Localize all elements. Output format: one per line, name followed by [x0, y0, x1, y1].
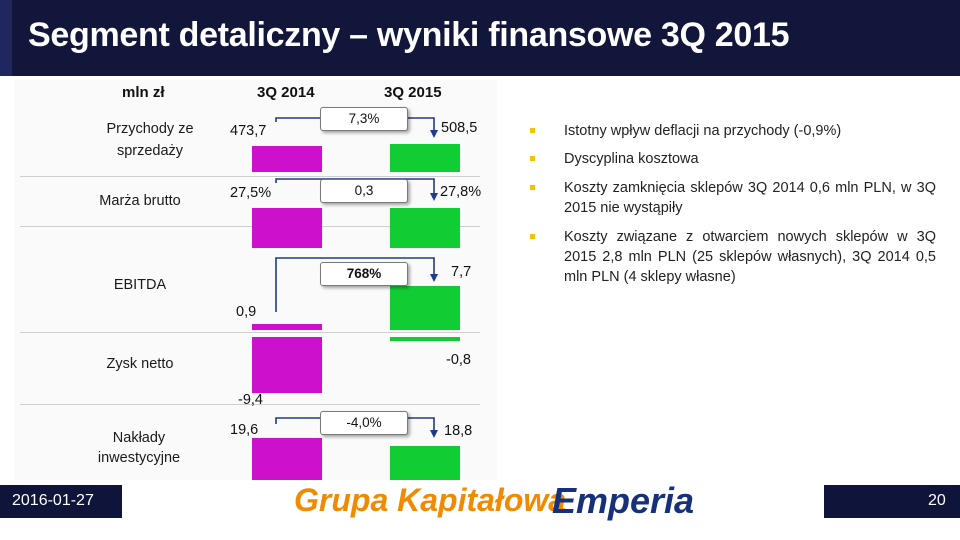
footer-right-bar — [824, 485, 960, 518]
bar-2015-ebitda — [390, 286, 460, 330]
col-header-2014: 3Q 2014 — [257, 84, 315, 101]
value-2015-capex: 18,8 — [444, 423, 473, 439]
row-label-net: Zysk netto — [106, 356, 174, 372]
value-2014-revenue: 473,7 — [230, 123, 267, 139]
value-2015-revenue: 508,5 — [441, 120, 478, 136]
value-2015-net: -0,8 — [446, 352, 471, 368]
row-divider — [20, 404, 480, 405]
bullet-text: Dyscyplina kosztowa — [564, 151, 699, 167]
change-callout-capex: -4,0% — [320, 411, 408, 435]
value-2014-ebitda: 0,9 — [236, 304, 257, 320]
row-label-margin: Marża brutto — [99, 193, 181, 209]
footer-date: 2016-01-27 — [12, 492, 94, 509]
footer-left-bar — [0, 485, 122, 518]
header-accent — [0, 0, 12, 76]
row-label-capex: Nakłady inwestycyjne — [97, 430, 181, 466]
bar-2015-revenue — [390, 144, 460, 172]
bar-2015-net — [390, 337, 460, 341]
header: Segment detaliczny – wyniki finansowe 3Q… — [0, 0, 960, 76]
bullet-icon — [530, 185, 535, 190]
bullet-icon — [530, 128, 535, 133]
value-2014-net: -9,4 — [238, 392, 263, 408]
bar-2015-capex — [390, 446, 460, 480]
bullet-icon — [530, 156, 535, 161]
page-title: Segment detaliczny – wyniki finansowe 3Q… — [28, 16, 790, 54]
change-callout-margin: 0,3 — [320, 179, 408, 203]
bar-2014-margin — [252, 208, 322, 248]
value-2015-ebitda: 7,7 — [451, 264, 472, 280]
row-divider — [20, 332, 480, 333]
unit-label: mln zł — [122, 84, 165, 101]
change-callout-ebitda: 768% — [320, 262, 408, 286]
bar-2014-ebitda — [252, 324, 322, 330]
value-2014-margin: 27,5% — [230, 185, 272, 201]
bar-2015-margin — [390, 208, 460, 248]
bar-2014-revenue — [252, 146, 322, 172]
row-label-ebitda: EBITDA — [113, 277, 167, 293]
bullet-text: Koszty związane z otwarciem nowych sklep… — [564, 229, 936, 285]
brand-logo-text: Grupa Kapitałowa — [294, 482, 567, 518]
page-number: 20 — [928, 492, 946, 509]
col-header-2015: 3Q 2015 — [384, 84, 442, 101]
bullet-text: Istotny wpływ deflacji na przychody (-0,… — [564, 123, 842, 139]
row-divider — [20, 176, 480, 177]
bullet-text: Koszty zamknięcia sklepów 3Q 2014 0,6 ml… — [564, 180, 936, 216]
bar-2014-capex — [252, 438, 322, 480]
bullet-icon — [530, 234, 535, 239]
brand-logo-emperia: Emperia — [552, 480, 695, 521]
change-callout-revenue: 7,3% — [320, 107, 408, 131]
value-2015-margin: 27,8% — [440, 184, 482, 200]
value-2014-capex: 19,6 — [230, 422, 259, 438]
row-label-revenue: Przychody ze sprzedaży — [106, 121, 194, 159]
bar-2014-net — [252, 337, 322, 393]
row-divider — [20, 226, 480, 227]
